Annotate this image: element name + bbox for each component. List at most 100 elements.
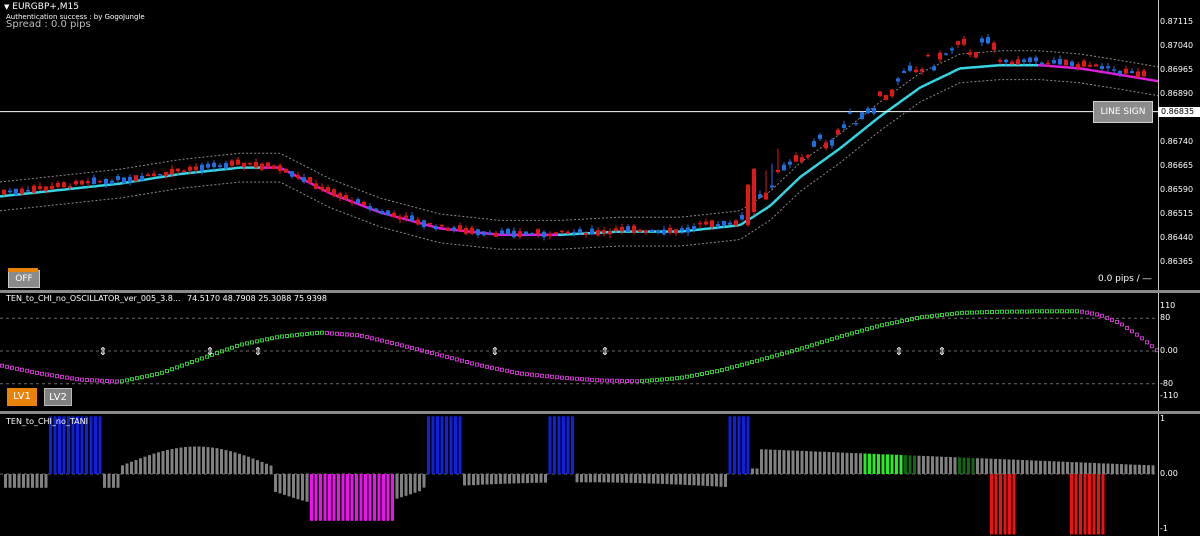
candle-body bbox=[770, 185, 774, 188]
moving-average-line bbox=[911, 90, 916, 95]
histogram-bar bbox=[197, 446, 201, 474]
oscillator-canvas[interactable]: ⇕ ⇕ ⇕ ⇕ ⇕ ⇕ ⇕ bbox=[0, 293, 1158, 411]
price-chart-canvas[interactable] bbox=[0, 0, 1158, 290]
oscillator-dot bbox=[495, 366, 499, 371]
oscillator-dot bbox=[210, 352, 214, 357]
candle-body bbox=[908, 65, 912, 71]
histogram-bar bbox=[737, 416, 741, 475]
line-sign-button[interactable]: LINE SIGN bbox=[1093, 101, 1153, 123]
oscillator-dot bbox=[140, 375, 144, 380]
histogram-bar bbox=[220, 449, 223, 474]
histogram-canvas[interactable] bbox=[0, 414, 1158, 536]
candle-body bbox=[230, 160, 234, 166]
histogram-bar bbox=[413, 474, 417, 493]
moving-average-line bbox=[1112, 72, 1117, 76]
oscillator-dot bbox=[360, 333, 364, 338]
histogram-bar bbox=[224, 450, 228, 474]
histogram-bar bbox=[940, 456, 943, 474]
histogram-bar bbox=[571, 416, 574, 475]
off-button[interactable]: OFF bbox=[8, 270, 40, 288]
oscillator-dot bbox=[665, 377, 669, 382]
oscillator-dot bbox=[115, 379, 119, 384]
oscillator-dot bbox=[900, 319, 904, 324]
histogram-bar bbox=[386, 474, 390, 521]
oscillator-dot bbox=[500, 367, 504, 372]
histogram-bar bbox=[913, 455, 916, 474]
oscillator-dot bbox=[280, 334, 284, 339]
moving-average-line bbox=[818, 160, 823, 165]
dropdown-triangle-icon[interactable]: ▼ bbox=[4, 3, 10, 11]
lv2-button[interactable]: LV2 bbox=[44, 388, 72, 406]
pane-separator-1[interactable] bbox=[0, 290, 1200, 293]
oscillator-dot bbox=[435, 352, 439, 357]
histogram-bar bbox=[607, 474, 610, 483]
histogram-bar bbox=[809, 451, 813, 474]
pane-separator-2[interactable] bbox=[0, 411, 1200, 414]
histogram-bar bbox=[1088, 462, 1092, 474]
candle-body bbox=[614, 228, 618, 231]
main-price-chart[interactable]: ▼ EURGBP+,M15 Authentication success : b… bbox=[0, 0, 1158, 290]
candle-body bbox=[92, 177, 96, 184]
histogram-bar bbox=[341, 474, 345, 521]
candle-body bbox=[818, 134, 822, 139]
oscillator-dot bbox=[690, 373, 694, 378]
histogram-axis bbox=[1158, 414, 1200, 536]
moving-average-line bbox=[1121, 73, 1126, 77]
histogram-bar bbox=[139, 458, 142, 474]
histogram-bar bbox=[674, 474, 678, 485]
histogram-bar bbox=[53, 416, 57, 475]
oscillator-dot bbox=[200, 356, 204, 361]
histogram-pane[interactable]: TEN_to_CHI_no_TANI bbox=[0, 414, 1158, 536]
moving-average-line bbox=[362, 204, 367, 209]
histogram-bar bbox=[580, 474, 583, 483]
candle-body bbox=[1010, 61, 1014, 65]
oscillator-dot bbox=[525, 372, 529, 377]
oscillator-dot bbox=[700, 372, 704, 376]
moving-average-line bbox=[791, 181, 796, 186]
candle-body bbox=[104, 179, 108, 185]
candle-body bbox=[26, 190, 30, 192]
oscillator-dot bbox=[530, 372, 534, 377]
histogram-bar bbox=[364, 474, 367, 521]
oscillator-dot bbox=[585, 377, 589, 382]
oscillator-dot bbox=[375, 337, 379, 342]
oscillator-dot bbox=[990, 310, 994, 314]
oscillator-dot bbox=[245, 341, 249, 346]
candle-body bbox=[200, 164, 204, 172]
moving-average-line bbox=[770, 201, 775, 206]
oscillator-dot bbox=[545, 374, 549, 379]
oscillator-dot bbox=[840, 334, 844, 339]
histogram-bar bbox=[904, 455, 907, 474]
oscillator-dot bbox=[165, 369, 169, 373]
histogram-bar bbox=[1147, 465, 1150, 474]
candle-body bbox=[536, 229, 540, 235]
candle-body bbox=[1064, 59, 1068, 66]
candle-body bbox=[1034, 57, 1038, 62]
candle-body bbox=[326, 187, 330, 193]
oscillator-dot bbox=[270, 336, 274, 341]
moving-average-line bbox=[1106, 71, 1111, 75]
histogram-bar bbox=[899, 455, 903, 474]
oscillator-dot bbox=[5, 364, 9, 369]
histogram-bar bbox=[485, 474, 489, 485]
histogram-bar bbox=[701, 474, 705, 486]
candle-body bbox=[74, 181, 78, 185]
candle-body bbox=[176, 168, 180, 172]
oscillator-dot bbox=[225, 347, 229, 352]
histogram-bar bbox=[188, 446, 192, 474]
oscillator-dot bbox=[1070, 309, 1074, 314]
moving-average-line bbox=[806, 168, 811, 174]
candle-body bbox=[362, 201, 366, 206]
candle-body bbox=[710, 220, 714, 227]
moving-average-line bbox=[878, 113, 883, 119]
price-axis-tick: 0.86590 bbox=[1160, 185, 1194, 194]
histogram-bar bbox=[31, 474, 34, 488]
candle-body bbox=[662, 229, 666, 235]
moving-average-line bbox=[920, 84, 925, 89]
histogram-bar bbox=[391, 474, 394, 521]
candle-body bbox=[896, 78, 900, 82]
lv1-button[interactable]: LV1 bbox=[7, 388, 37, 406]
oscillator-pane[interactable]: ⇕ ⇕ ⇕ ⇕ ⇕ ⇕ ⇕ TEN_to_CHI_no_OSCILLATOR_ver_005… bbox=[0, 293, 1158, 411]
histogram-bar bbox=[989, 458, 993, 474]
histogram-bar bbox=[796, 450, 799, 474]
